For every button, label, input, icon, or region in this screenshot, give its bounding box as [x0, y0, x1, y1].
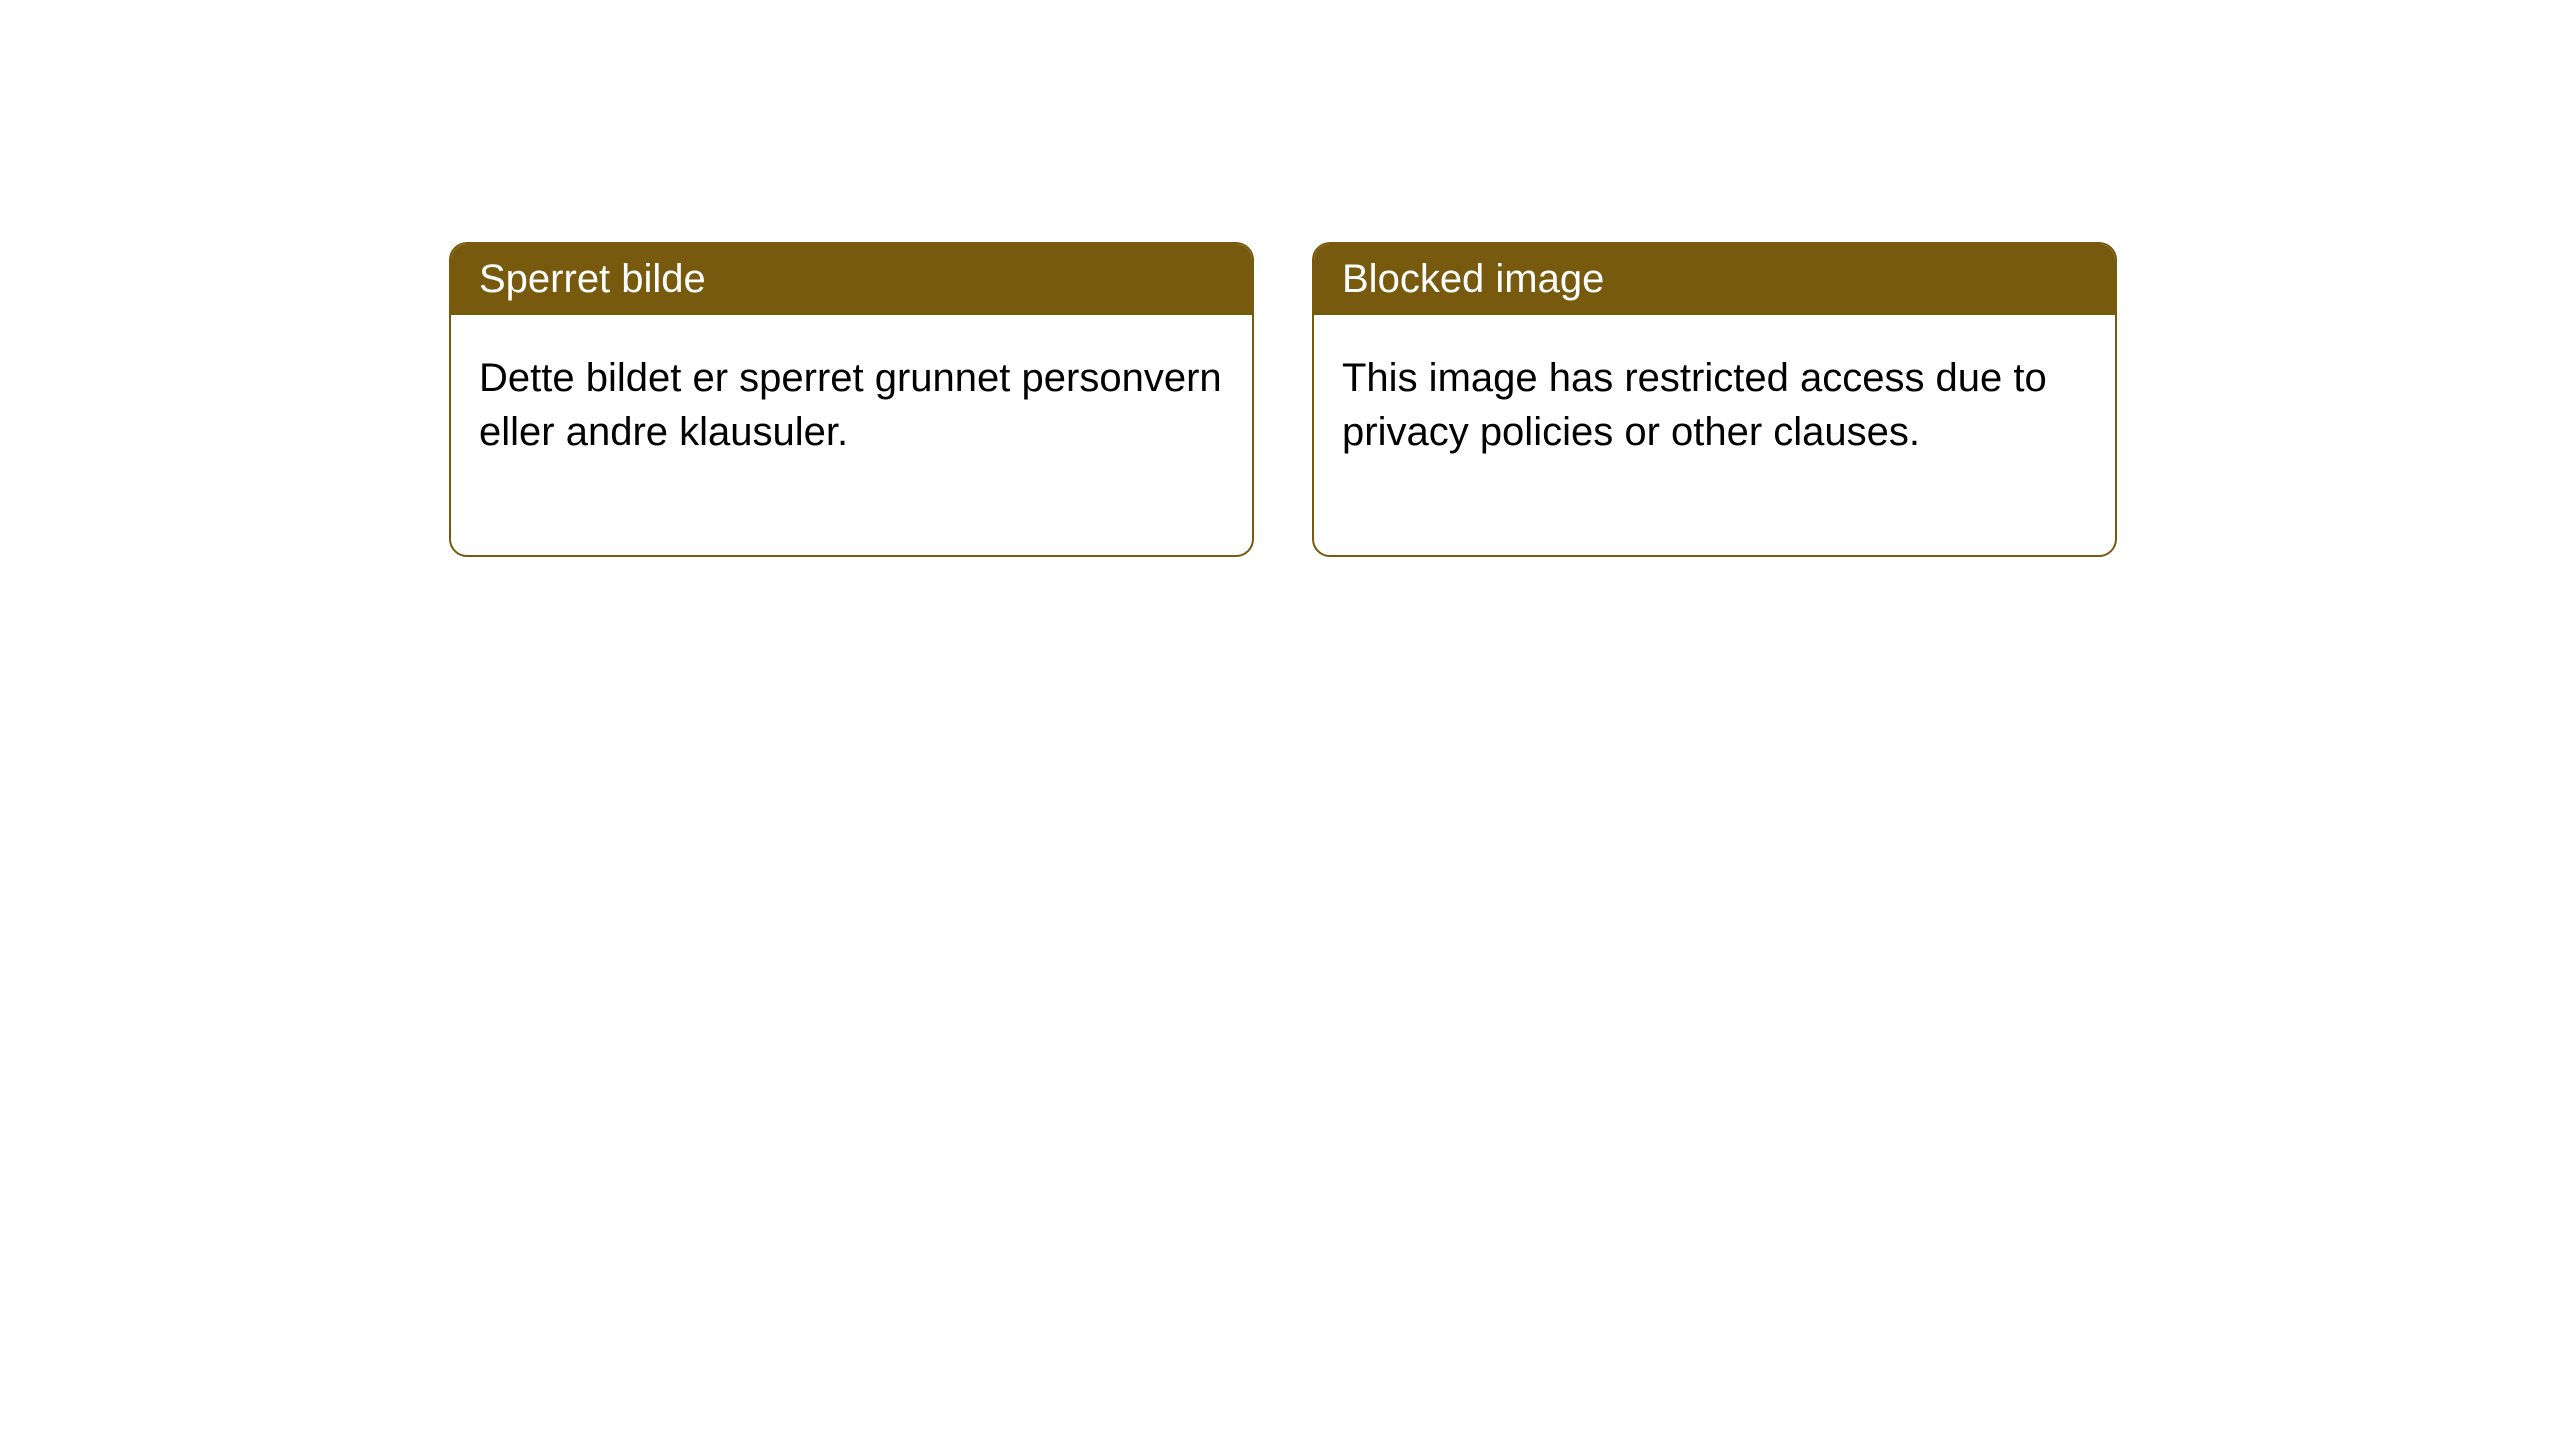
card-body-text: This image has restricted access due to …: [1342, 356, 2047, 454]
card-header-title: Sperret bilde: [479, 257, 706, 301]
notice-cards-container: Sperret bilde Dette bildet er sperret gr…: [449, 242, 2117, 557]
notice-card-english: Blocked image This image has restricted …: [1312, 242, 2117, 557]
card-header: Blocked image: [1314, 244, 2115, 315]
card-body: This image has restricted access due to …: [1314, 315, 2115, 555]
card-body-text: Dette bildet er sperret grunnet personve…: [479, 356, 1222, 454]
card-body: Dette bildet er sperret grunnet personve…: [451, 315, 1252, 555]
card-header: Sperret bilde: [451, 244, 1252, 315]
card-header-title: Blocked image: [1342, 257, 1604, 301]
notice-card-norwegian: Sperret bilde Dette bildet er sperret gr…: [449, 242, 1254, 557]
